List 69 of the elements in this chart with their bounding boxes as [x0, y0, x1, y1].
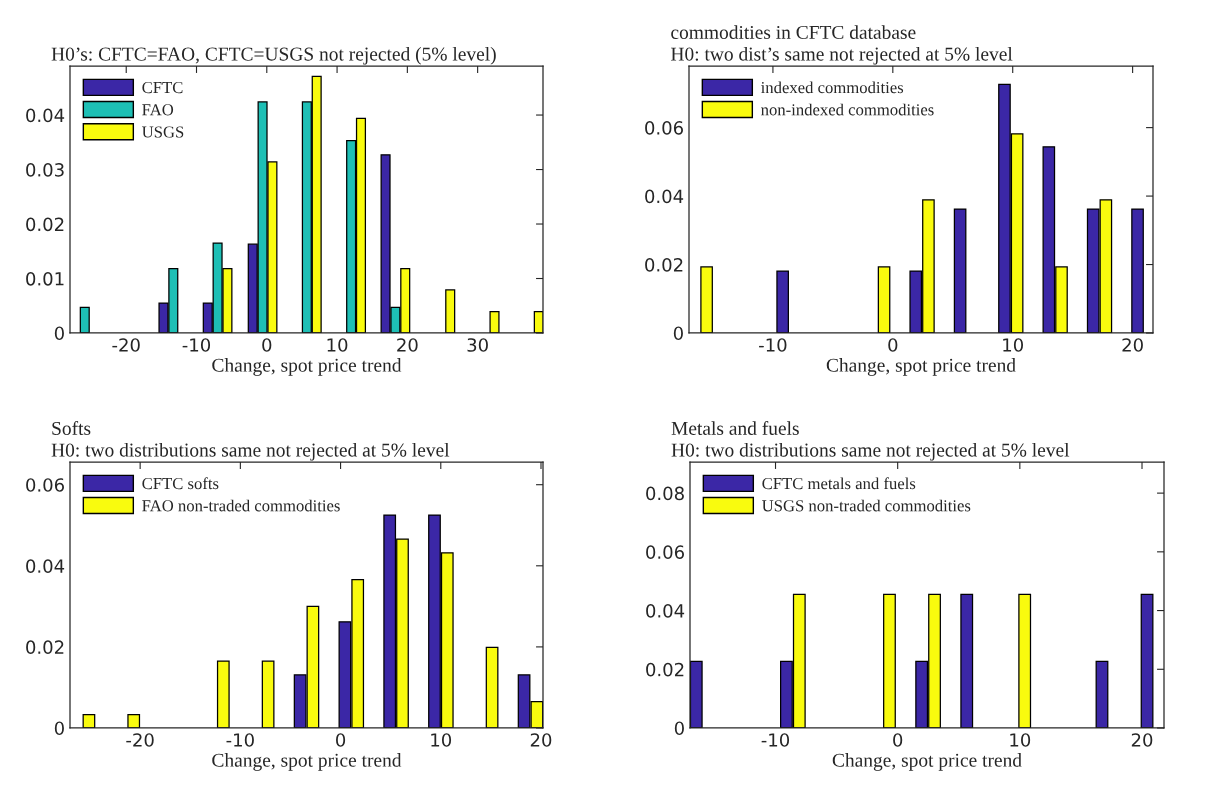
legend-label: CFTC softs	[142, 477, 219, 490]
y-tick-label: 0.02	[645, 258, 683, 272]
y-tick-label: 0.04	[26, 559, 65, 573]
legend-label: USGS	[142, 126, 184, 138]
x-tick-label: 0	[888, 338, 898, 352]
x-tick-label: 0	[262, 338, 272, 352]
chart-title: Softs	[52, 421, 91, 435]
bar	[216, 660, 230, 728]
x-tick-label: 0	[336, 733, 346, 747]
y-tick-label: 0.02	[646, 662, 684, 677]
y-tick-label: 0	[673, 326, 683, 341]
x-tick-label: 10	[431, 733, 452, 747]
y-tick-label: 0.03	[26, 162, 64, 177]
x-tick-label: 10	[1003, 338, 1024, 352]
x-tick-label: -10	[182, 338, 211, 352]
x-axis-title: Change, spot price trend	[826, 358, 1016, 376]
bar	[261, 660, 275, 728]
x-axis-title: Change, spot price trend	[212, 358, 402, 376]
bar	[127, 713, 141, 728]
legend-label: CFTC metals and fuels	[762, 477, 916, 490]
x-tick-label: -20	[112, 338, 140, 352]
x-tick-label: 10	[327, 338, 348, 352]
y-tick-label: 0.08	[646, 486, 684, 501]
y-tick-label: 0	[674, 721, 684, 736]
bar	[445, 289, 456, 333]
bar	[485, 646, 499, 728]
bar	[1131, 208, 1144, 333]
chart-title: Metals and fuels	[671, 421, 799, 435]
x-tick-label: 20	[530, 733, 552, 747]
legend-label: USGS non-traded commodities	[762, 499, 971, 512]
bar	[700, 266, 713, 333]
y-tick-label: 0.02	[26, 640, 64, 655]
y-tick-label: 0.04	[26, 108, 65, 123]
y-tick-label: 0.06	[26, 478, 64, 492]
x-tick-label: 20	[397, 338, 418, 352]
x-tick-label: -10	[759, 338, 787, 352]
y-tick-label: 0.02	[26, 217, 64, 232]
chart-subtitle: H0: two distributions same not rejected at 5% level	[671, 442, 1070, 461]
y-tick-label: 0.04	[645, 189, 684, 204]
x-tick-label: -20	[126, 733, 154, 747]
legend-label: non-indexed commodities	[761, 103, 934, 116]
chart-title: commodities in CFTC database	[671, 25, 916, 39]
y-tick-label: 0.04	[646, 604, 685, 618]
y-tick-label: 0	[54, 721, 64, 736]
y-tick-label: 0.06	[646, 545, 684, 559]
x-tick-label: -10	[226, 733, 254, 747]
chart-subtitle: H0: two distributions same not rejected at 5% level	[51, 442, 450, 461]
x-tick-label: 10	[1010, 733, 1031, 747]
bar	[776, 270, 789, 333]
y-tick-label: 0.01	[26, 271, 64, 286]
chart-subtitle: H0: two dist’s same not rejected at 5% level	[671, 46, 1013, 65]
legend-label: indexed commodities	[761, 81, 904, 94]
x-tick-label: 20	[1131, 733, 1153, 747]
x-tick-label: 0	[893, 733, 903, 747]
legend-label: FAO non-traded commodities	[142, 499, 340, 512]
y-tick-label: 0.06	[645, 121, 683, 135]
y-tick-label: 0	[54, 326, 64, 341]
bar	[953, 208, 967, 333]
bar	[489, 311, 500, 333]
bar	[877, 266, 891, 333]
x-tick-label: 20	[1122, 338, 1143, 352]
x-axis-title: Change, spot price trend	[832, 753, 1022, 771]
legend-label: CFTC	[142, 81, 183, 94]
chart-title: H0’s: CFTC=FAO, CFTC=USGS not rejected (5% level)	[51, 46, 496, 65]
x-axis-title: Change, spot price trend	[212, 753, 402, 771]
legend-label: FAO	[142, 104, 174, 116]
x-tick-label: 30	[467, 338, 488, 352]
bar	[79, 306, 90, 333]
x-tick-label: -10	[761, 733, 790, 747]
